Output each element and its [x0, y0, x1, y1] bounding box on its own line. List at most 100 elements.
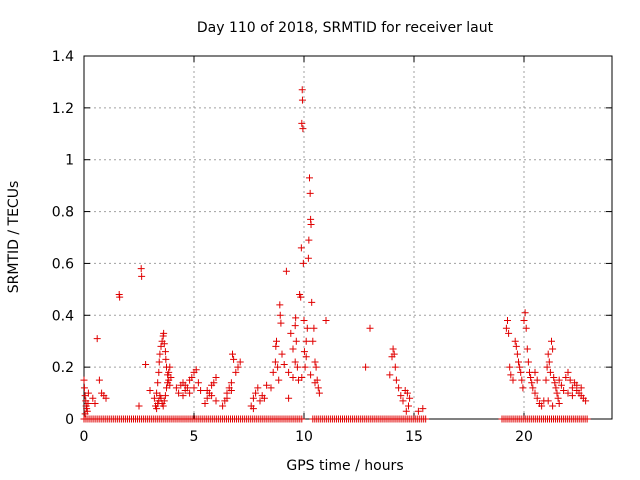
data-point [249, 405, 257, 413]
chart-title: Day 110 of 2018, SRMTID for receiver lau… [197, 20, 494, 36]
data-point [395, 384, 403, 392]
data-point [298, 96, 306, 104]
data-point [564, 389, 572, 397]
data-point [292, 314, 300, 322]
data-point [300, 348, 308, 356]
data-point [406, 394, 414, 402]
data-point [230, 355, 238, 363]
data-point [155, 358, 163, 366]
data-point [322, 316, 330, 324]
data-point [552, 384, 560, 392]
data-point [190, 384, 198, 392]
data-point [188, 374, 196, 382]
data-point [516, 363, 524, 371]
data-point [276, 301, 284, 309]
data-point [291, 358, 299, 366]
data-point [166, 363, 174, 371]
data-point [277, 319, 285, 327]
data-point [523, 345, 531, 353]
data-point [543, 363, 551, 371]
data-point [392, 376, 400, 384]
data-point [531, 368, 539, 376]
data-point [502, 324, 510, 332]
data-point [95, 376, 103, 384]
data-point [219, 402, 227, 410]
x-tick-label: 20 [515, 429, 533, 445]
data-point [554, 394, 562, 402]
data-point [299, 259, 307, 267]
data-point [138, 272, 146, 280]
data-point [403, 389, 411, 397]
data-point [391, 363, 399, 371]
data-point [306, 189, 314, 197]
data-point [291, 322, 299, 330]
data-point [303, 324, 311, 332]
data-point [506, 363, 514, 371]
data-point [557, 381, 565, 389]
data-point [533, 376, 541, 384]
data-point [280, 361, 288, 369]
data-point [583, 415, 591, 423]
data-point [519, 384, 527, 392]
data-point [252, 389, 260, 397]
data-point [272, 342, 280, 350]
data-point [307, 221, 315, 229]
data-point [287, 329, 295, 337]
data-point [577, 384, 585, 392]
data-point [305, 236, 313, 244]
data-point [297, 293, 305, 301]
data-point [505, 329, 513, 337]
data-point [551, 379, 559, 387]
y-tick-label: 1.4 [52, 49, 74, 65]
data-point [513, 350, 521, 358]
data-point [81, 410, 89, 418]
data-point [163, 384, 170, 392]
data-point [560, 386, 568, 394]
data-point [289, 374, 297, 382]
data-point [515, 358, 522, 366]
data-point [223, 394, 231, 402]
data-markers [80, 86, 591, 423]
data-point [298, 86, 306, 94]
data-point [102, 394, 110, 402]
data-point [538, 402, 546, 410]
data-point [135, 402, 143, 410]
data-point [299, 125, 307, 133]
grid [84, 56, 612, 419]
data-point [167, 374, 175, 382]
data-point [181, 381, 189, 389]
y-tick-label: 0.8 [52, 205, 74, 221]
y-tick-label: 1 [65, 153, 74, 169]
data-point [527, 374, 535, 382]
data-point [256, 397, 264, 405]
data-point [405, 402, 412, 410]
data-point [150, 394, 158, 402]
data-point [511, 337, 519, 345]
data-point [160, 329, 168, 337]
data-point [301, 363, 309, 371]
y-tick-label: 0 [65, 412, 74, 428]
plot-frame [83, 55, 613, 420]
data-point [162, 355, 170, 363]
data-point [366, 324, 374, 332]
data-point [402, 407, 410, 415]
data-point [234, 363, 242, 371]
data-point [208, 392, 216, 400]
data-point [309, 337, 317, 345]
data-point [197, 386, 205, 394]
data-point [227, 379, 235, 387]
data-point [160, 397, 168, 405]
data-point [285, 368, 293, 376]
data-point [263, 381, 271, 389]
data-point [232, 368, 240, 376]
data-point [194, 379, 202, 387]
data-point [80, 376, 88, 384]
data-point [306, 174, 313, 182]
x-tick-label: 15 [405, 429, 423, 445]
data-point [212, 374, 220, 382]
data-point [312, 363, 320, 371]
y-tick-label: 1.2 [52, 101, 74, 117]
data-point [512, 342, 520, 350]
data-point [302, 353, 310, 361]
data-point [566, 376, 574, 384]
